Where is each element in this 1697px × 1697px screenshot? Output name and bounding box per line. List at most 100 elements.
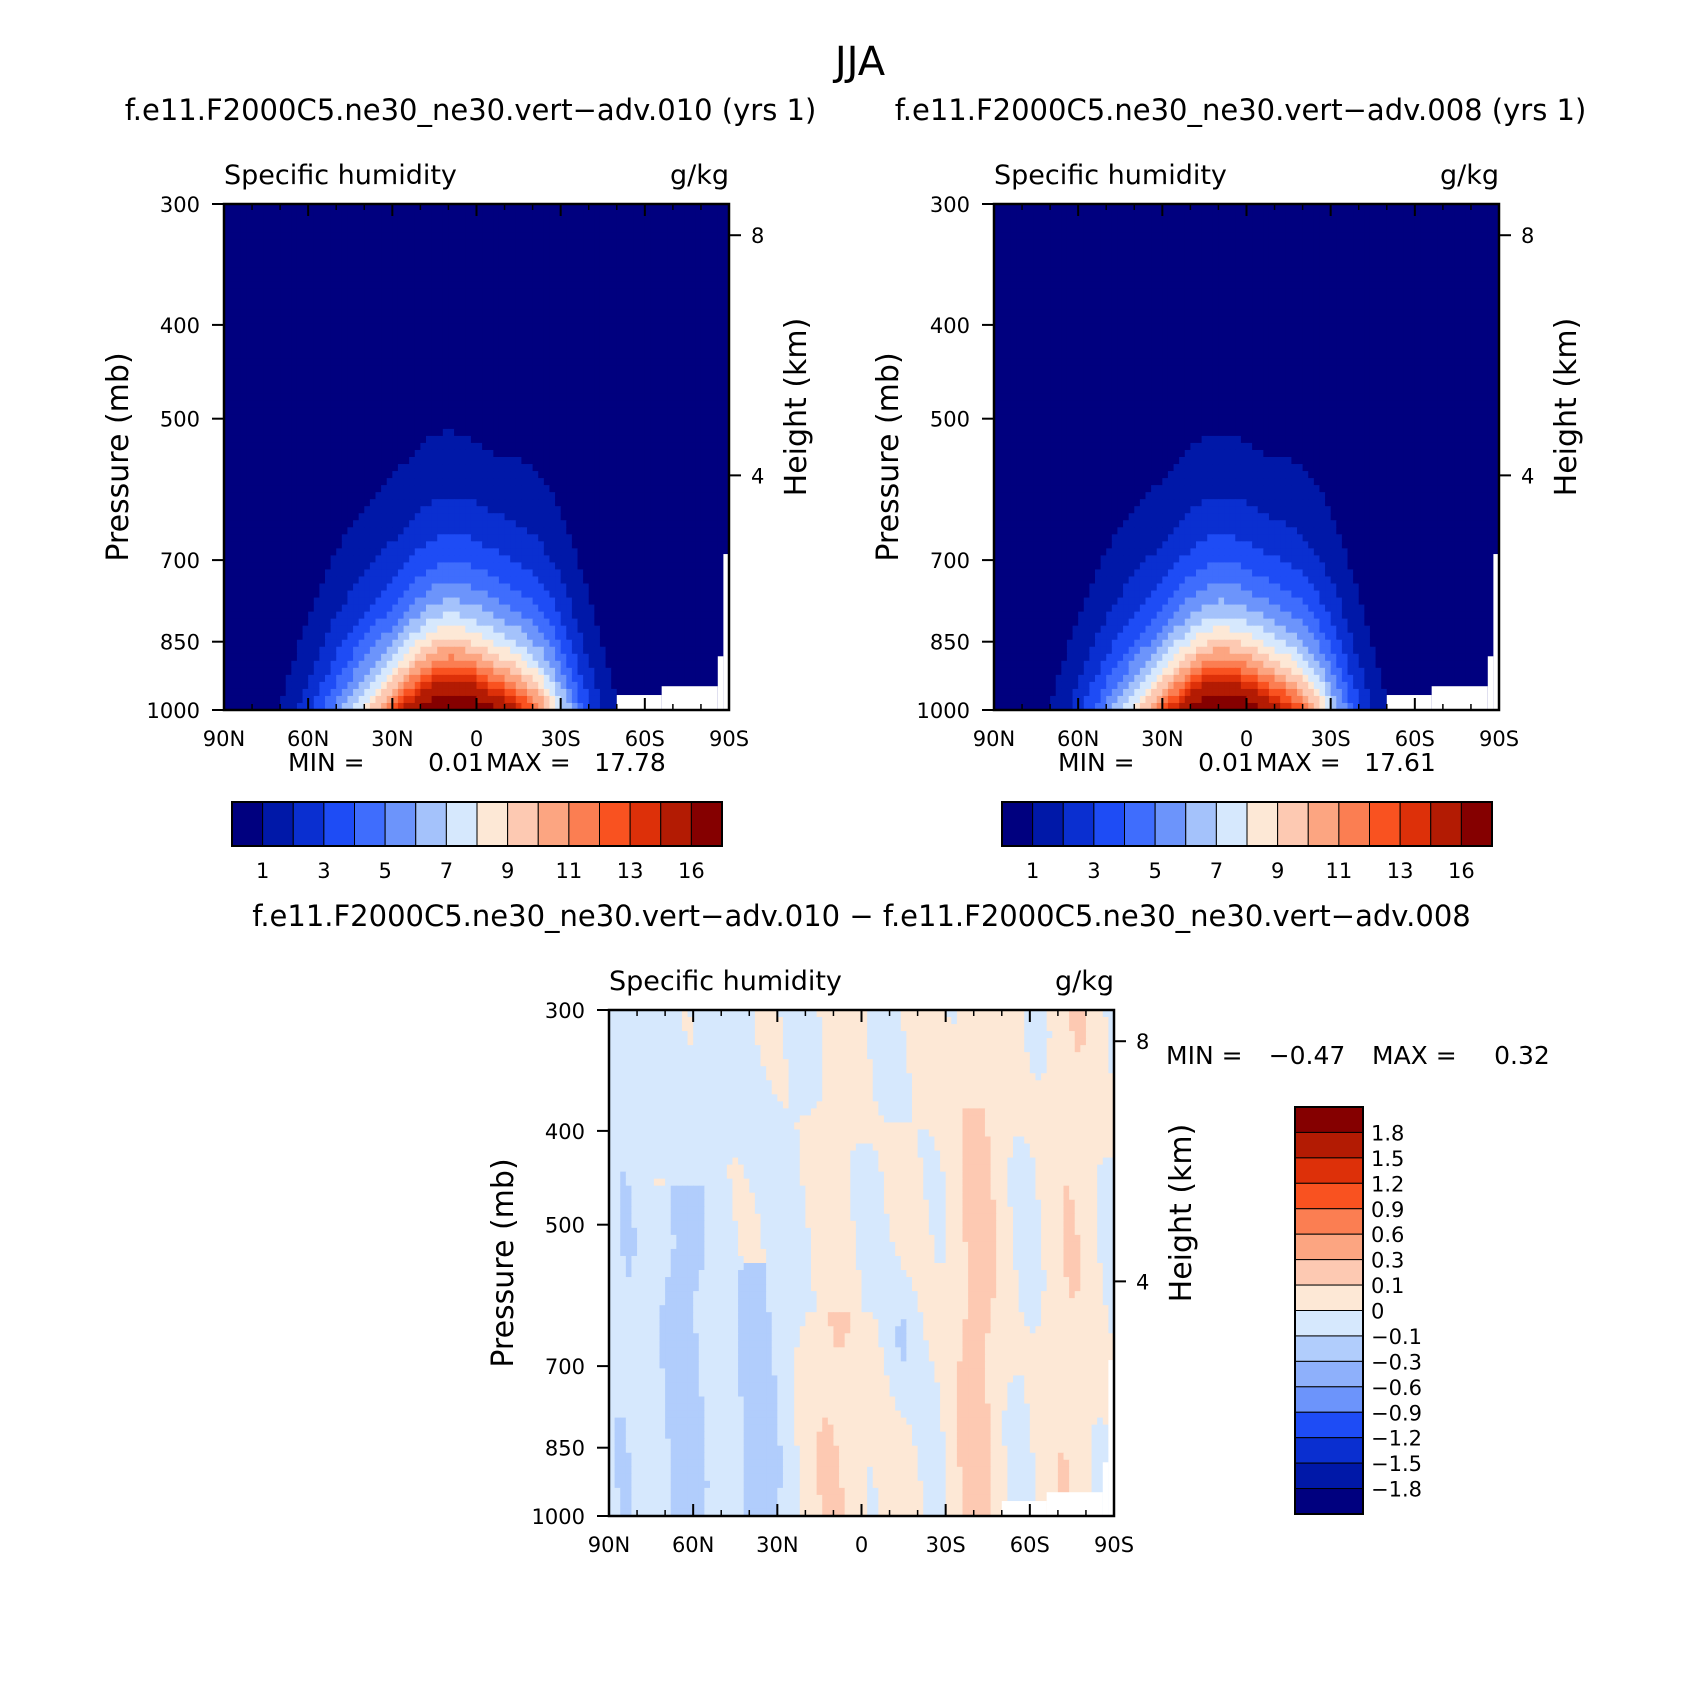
contour-cell xyxy=(319,260,326,268)
contour-cell xyxy=(224,358,231,367)
contour-cell xyxy=(414,288,421,296)
contour-cell xyxy=(487,520,494,528)
subtitle-left: Specific humidity xyxy=(224,160,457,191)
contour-cell xyxy=(700,421,708,430)
contour-cell xyxy=(566,449,573,458)
contour-cell xyxy=(684,421,691,430)
contour-cell xyxy=(566,316,573,325)
contour-cell xyxy=(521,225,528,233)
contour-cell xyxy=(347,428,354,437)
contour-cell xyxy=(566,393,573,402)
contour-cell xyxy=(397,414,405,423)
contour-cell xyxy=(555,246,562,254)
contour-cell xyxy=(341,464,349,472)
contour-cell xyxy=(678,576,685,585)
contour-cell xyxy=(308,344,315,353)
contour-cell xyxy=(330,365,337,374)
contour-cell xyxy=(476,379,483,388)
contour-cell xyxy=(431,583,438,592)
contour-cell xyxy=(431,344,438,353)
contour-cell xyxy=(409,239,416,247)
contour-cell xyxy=(611,583,618,592)
contour-cell xyxy=(442,246,450,254)
contour-cell xyxy=(622,457,629,465)
contour-cell xyxy=(577,513,584,521)
contour-cell xyxy=(263,492,270,500)
contour-cell xyxy=(268,316,276,325)
contour-cell xyxy=(426,583,433,592)
contour-cell xyxy=(493,569,500,578)
contour-cell xyxy=(325,295,332,303)
contour-cell xyxy=(263,225,270,233)
contour-cell xyxy=(717,302,724,311)
contour-cell xyxy=(420,421,427,430)
contour-cell xyxy=(656,372,663,381)
contour-cell xyxy=(661,337,668,346)
contour-cell xyxy=(644,428,652,437)
contour-cell xyxy=(358,513,365,521)
contour-cell xyxy=(611,372,618,381)
contour-cell xyxy=(263,288,270,296)
contour-cell xyxy=(358,358,365,367)
contour-cell xyxy=(420,260,427,268)
contour-cell xyxy=(661,435,668,444)
contour-cell xyxy=(280,379,287,388)
contour-cell xyxy=(409,555,416,564)
contour-cell xyxy=(369,421,377,430)
contour-cell xyxy=(336,302,343,311)
contour-cell xyxy=(577,442,584,451)
contour-cell xyxy=(605,457,612,465)
contour-cell xyxy=(454,232,461,240)
contour-cell xyxy=(224,337,231,346)
contour-cell xyxy=(454,513,461,521)
contour-cell xyxy=(549,513,556,521)
contour-cell xyxy=(566,225,573,233)
contour-cell xyxy=(515,365,522,374)
contour-cell xyxy=(403,407,410,416)
contour-cell xyxy=(375,513,382,521)
contour-cell xyxy=(252,351,259,360)
contour-cell xyxy=(235,239,242,247)
contour-cell xyxy=(319,569,326,578)
contour-cell xyxy=(482,548,489,556)
contour-cell xyxy=(280,513,287,521)
contour-cell xyxy=(330,583,337,592)
contour-cell xyxy=(459,288,466,296)
contour-cell xyxy=(426,520,433,528)
contour-cell xyxy=(437,288,444,296)
contour-cell xyxy=(442,449,450,458)
contour-cell xyxy=(431,274,438,282)
contour-cell xyxy=(336,569,343,578)
contour-cell xyxy=(527,506,534,514)
contour-cell xyxy=(622,499,629,507)
contour-cell xyxy=(224,281,231,289)
contour-cell xyxy=(442,527,450,535)
contour-cell xyxy=(498,225,506,233)
contour-cell xyxy=(414,330,421,339)
contour-cell xyxy=(521,337,528,346)
contour-cell xyxy=(347,358,354,367)
contour-cell xyxy=(296,527,304,535)
contour-cell xyxy=(700,204,708,212)
contour-cell xyxy=(661,204,668,212)
contour-cell xyxy=(684,485,691,493)
contour-cell xyxy=(426,442,433,451)
contour-cell xyxy=(605,478,612,486)
contour-cell xyxy=(291,421,298,430)
contour-cell xyxy=(672,464,680,472)
contour-cell xyxy=(448,225,455,233)
contour-cell xyxy=(358,246,365,254)
contour-cell xyxy=(599,302,607,311)
contour-cell xyxy=(296,464,304,472)
contour-cell xyxy=(689,400,696,409)
contour-cell xyxy=(364,449,371,458)
contour-cell xyxy=(661,365,668,374)
contour-cell xyxy=(498,562,506,571)
contour-cell xyxy=(386,211,393,219)
contour-cell xyxy=(527,492,534,500)
contour-cell xyxy=(420,590,427,599)
contour-cell xyxy=(319,379,326,388)
contour-cell xyxy=(571,337,579,346)
contour-cell xyxy=(308,513,315,521)
contour-cell xyxy=(414,246,421,254)
